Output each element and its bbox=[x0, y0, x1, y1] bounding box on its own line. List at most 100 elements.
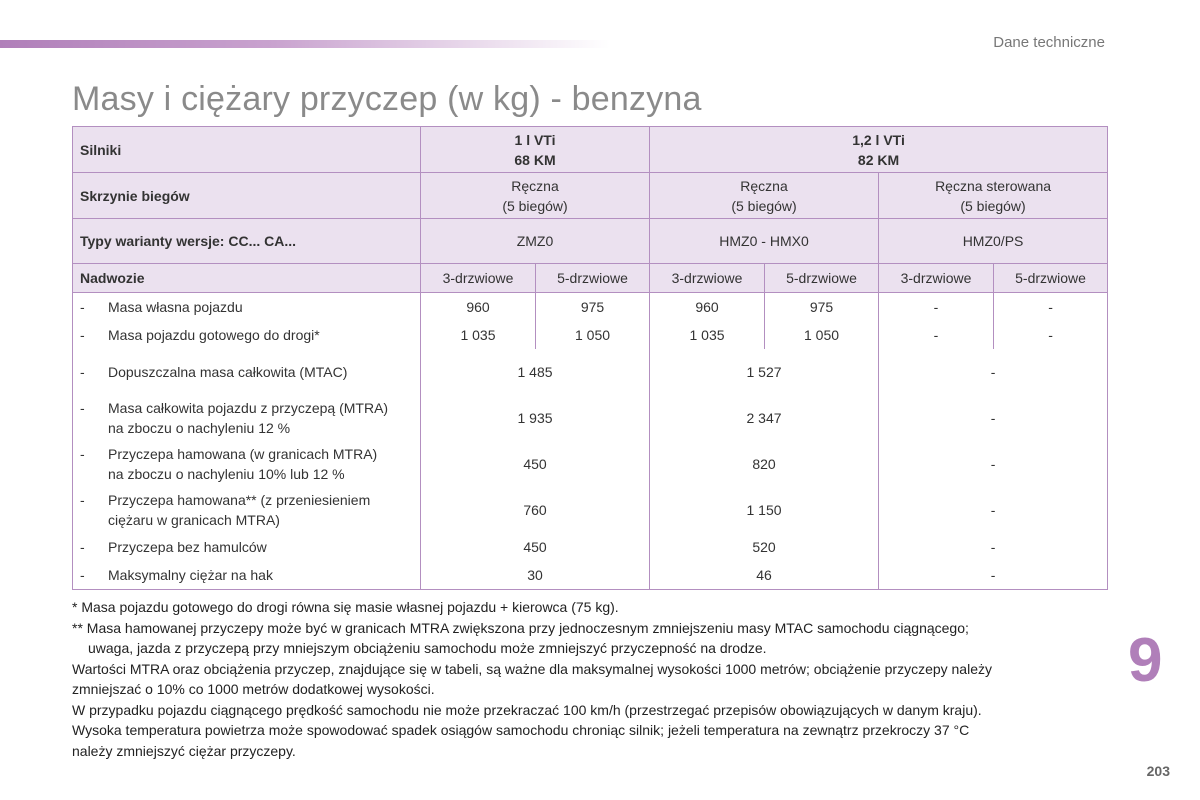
gearbox-1-gears: (5 biegów) bbox=[502, 197, 568, 214]
gearbox-3-gears: (5 biegów) bbox=[960, 197, 1026, 214]
row-label-text: Przyczepa bez hamulców bbox=[108, 538, 267, 555]
table-row: - Dopuszczalna masa całkowita (MTAC) 1 48… bbox=[72, 348, 1109, 395]
variants-row: Typy warianty wersje: CC... CA... ZMZ0 H… bbox=[72, 218, 1109, 264]
note-temperature-continued: należy zmniejszyć ciężar przyczepy. bbox=[72, 742, 296, 759]
gearbox-3: Ręczna sterowana (5 biegów) bbox=[878, 172, 1109, 219]
value-cell: 1 485 bbox=[419, 348, 651, 395]
note-altitude-continued: zmniejszać o 10% co 1000 metrów dodatkow… bbox=[72, 681, 435, 697]
row-label: - Przyczepa hamowana** (z przeniesieniem c… bbox=[72, 486, 421, 533]
table-row: - Maksymalny ciężar na hak 30 46 - bbox=[72, 560, 1109, 590]
value-cell: 520 bbox=[649, 532, 880, 561]
value-cell: 1 150 bbox=[649, 486, 880, 533]
page-number: 203 bbox=[1146, 763, 1170, 779]
table-row: - Przyczepa bez hamulców 450 520 - bbox=[72, 532, 1109, 561]
engine-2: 1,2 l VTi 82 KM bbox=[649, 126, 1109, 173]
bullet-dash: - bbox=[80, 445, 85, 462]
value-cell: - bbox=[878, 348, 1109, 395]
bullet-dash: - bbox=[80, 326, 85, 343]
footnotes: * Masa pojazdu gotowego do drogi równa s… bbox=[72, 597, 1112, 761]
footnote-2-continued: uwaga, jazda z przyczepą przy mniejszym … bbox=[88, 640, 767, 656]
gearbox-row: Skrzynie biegów Ręczna (5 biegów) Ręczna… bbox=[72, 172, 1109, 219]
engine-1-power: 68 KM bbox=[514, 151, 556, 168]
body-type-cell: 5-drzwiowe bbox=[764, 263, 880, 293]
engines-label: Silniki bbox=[72, 126, 421, 173]
variant-3: HMZ0/PS bbox=[878, 218, 1109, 264]
value-cell: 450 bbox=[419, 532, 651, 561]
row-label: - Masa całkowita pojazdu z przyczepą (MTR… bbox=[72, 394, 421, 441]
row-label-text: Maksymalny ciężar na hak bbox=[108, 566, 273, 583]
gearbox-2-type: Ręczna bbox=[740, 177, 788, 194]
variant-1: ZMZ0 bbox=[419, 218, 651, 264]
variant-2: HMZ0 - HMX0 bbox=[649, 218, 880, 264]
table-row: - Masa pojazdu gotowego do drogi* 1 035 1… bbox=[72, 320, 1109, 349]
bullet-dash: - bbox=[80, 538, 85, 555]
body-type-cell: 5-drzwiowe bbox=[993, 263, 1109, 293]
value-cell: 1 050 bbox=[534, 320, 651, 349]
value-cell: - bbox=[878, 560, 1109, 590]
value-cell: 960 bbox=[649, 292, 766, 321]
row-label-text: Masa całkowita pojazdu z przyczepą (MTRA… bbox=[108, 399, 389, 416]
value-cell: 1 935 bbox=[419, 394, 651, 441]
value-cell: 760 bbox=[419, 486, 651, 533]
row-label-text: Przyczepa hamowana (w granicach MTRA) bbox=[108, 445, 378, 462]
row-label: - Masa pojazdu gotowego do drogi* bbox=[72, 320, 421, 349]
gearbox-2: Ręczna (5 biegów) bbox=[649, 172, 880, 219]
table-row: - Masa własna pojazdu 960 975 960 975 - - bbox=[72, 292, 1109, 321]
variants-label: Typy warianty wersje: CC... CA... bbox=[72, 218, 421, 264]
value-cell: 960 bbox=[420, 292, 536, 321]
section-label: Dane techniczne bbox=[993, 34, 1105, 51]
bullet-dash: - bbox=[80, 363, 85, 380]
row-label-text: Masa własna pojazdu bbox=[108, 298, 243, 315]
value-cell: 975 bbox=[534, 292, 651, 321]
gearbox-3-type: Ręczna sterowana bbox=[935, 177, 1052, 194]
body-type-row: Nadwozie 3-drzwiowe 5-drzwiowe 3-drzwiow… bbox=[72, 263, 1109, 293]
body-type-cell: 3-drzwiowe bbox=[649, 263, 766, 293]
value-cell: - bbox=[878, 292, 995, 321]
body-type-cell: 3-drzwiowe bbox=[420, 263, 536, 293]
row-label: - Masa własna pojazdu bbox=[72, 292, 421, 321]
bullet-dash: - bbox=[80, 399, 85, 416]
value-cell: 2 347 bbox=[649, 394, 880, 441]
value-cell: 975 bbox=[764, 292, 880, 321]
row-label-text: na zboczu o nachyleniu 10% lub 12 % bbox=[108, 465, 345, 482]
bullet-dash: - bbox=[80, 298, 85, 315]
engine-2-name: 1,2 l VTi bbox=[852, 131, 905, 148]
body-type-cell: 3-drzwiowe bbox=[878, 263, 995, 293]
value-cell: 450 bbox=[419, 440, 651, 487]
value-cell: - bbox=[878, 320, 995, 349]
value-cell: - bbox=[878, 532, 1109, 561]
row-label-text: Masa pojazdu gotowego do drogi* bbox=[108, 326, 320, 343]
engine-1-name: 1 l VTi bbox=[514, 131, 556, 148]
table-row: - Masa całkowita pojazdu z przyczepą (MTR… bbox=[72, 394, 1109, 441]
value-cell: - bbox=[878, 486, 1109, 533]
gearbox-1: Ręczna (5 biegów) bbox=[419, 172, 651, 219]
top-accent-bar bbox=[0, 40, 610, 48]
row-label: - Dopuszczalna masa całkowita (MTAC) bbox=[72, 348, 421, 395]
gearbox-2-gears: (5 biegów) bbox=[731, 197, 797, 214]
trailer-weights-table: Silniki 1 l VTi 68 KM 1,2 l VTi 82 KM Sk… bbox=[72, 126, 1109, 590]
footnote-2: ** Masa hamowanej przyczepy może być w g… bbox=[72, 619, 969, 636]
engine-2-power: 82 KM bbox=[857, 151, 900, 168]
page-title: Masy i ciężary przyczep (w kg) - benzyna bbox=[72, 80, 702, 118]
table-row: - Przyczepa hamowana (w granicach MTRA) na… bbox=[72, 440, 1109, 487]
row-label-text: ciężaru w granicach MTRA) bbox=[108, 511, 280, 528]
note-temperature: Wysoka temperatura powietrza może spowod… bbox=[72, 722, 970, 738]
gearbox-1-type: Ręczna bbox=[511, 177, 559, 194]
chapter-number: 9 bbox=[1128, 626, 1163, 695]
bullet-dash: - bbox=[80, 491, 85, 508]
value-cell: 30 bbox=[419, 560, 651, 590]
value-cell: 820 bbox=[649, 440, 880, 487]
note-altitude: Wartości MTRA oraz obciążenia przyczep, … bbox=[72, 660, 992, 677]
gearbox-label: Skrzynie biegów bbox=[72, 172, 421, 219]
engines-row: Silniki 1 l VTi 68 KM 1,2 l VTi 82 KM bbox=[72, 126, 1109, 173]
value-cell: - bbox=[993, 292, 1109, 321]
engine-1: 1 l VTi 68 KM bbox=[419, 126, 651, 173]
row-label-text: Przyczepa hamowana** (z przeniesieniem bbox=[108, 491, 371, 508]
note-speed: W przypadku pojazdu ciągnącego prędkość … bbox=[72, 701, 982, 718]
value-cell: 1 527 bbox=[649, 348, 880, 395]
body-type-label: Nadwozie bbox=[72, 263, 421, 293]
row-label-text: Dopuszczalna masa całkowita (MTAC) bbox=[108, 363, 348, 380]
row-label: - Przyczepa bez hamulców bbox=[72, 532, 421, 561]
row-label: - Maksymalny ciężar na hak bbox=[72, 560, 421, 590]
value-cell: - bbox=[878, 440, 1109, 487]
